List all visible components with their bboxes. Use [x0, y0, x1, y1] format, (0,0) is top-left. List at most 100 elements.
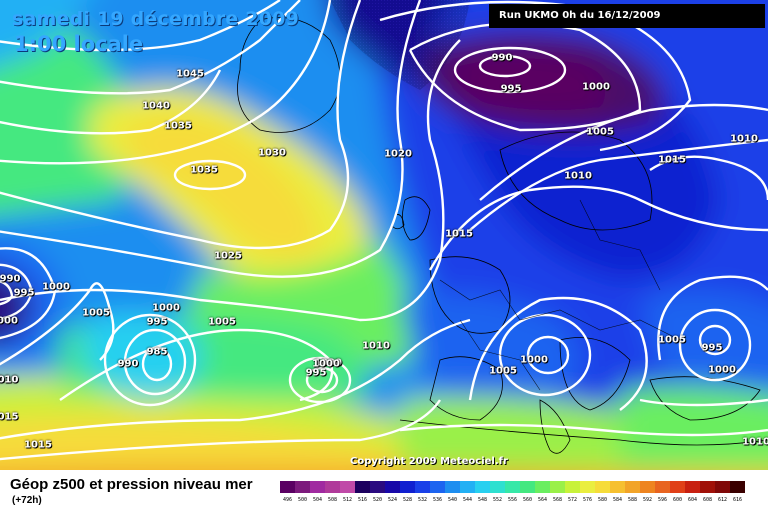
- isobar-label: 990: [0, 273, 21, 285]
- scale-label: 512: [342, 497, 353, 503]
- scale-label: 600: [672, 497, 683, 503]
- scale-label: 496: [282, 497, 293, 503]
- isobar-label: 1000: [152, 302, 180, 314]
- scale-label: 568: [552, 497, 563, 503]
- isobar-label: 1035: [164, 120, 192, 132]
- scale-swatch: [355, 481, 370, 493]
- scale-swatch: [340, 481, 355, 493]
- scale-label: 588: [627, 497, 638, 503]
- forecast-time: 1:00 locale: [14, 32, 144, 56]
- scale-label: 520: [372, 497, 383, 503]
- scale-label: 596: [657, 497, 668, 503]
- isobar-label: 1000: [582, 81, 610, 93]
- scale-swatch: [325, 481, 340, 493]
- scale-swatch: [400, 481, 415, 493]
- scale-label: 516: [357, 497, 368, 503]
- isobar-label: 985: [146, 346, 168, 358]
- isobar-label: 1020: [384, 148, 412, 160]
- isobar-label: 1010: [0, 374, 18, 386]
- country-borders: [439, 199, 681, 391]
- isobar-label: 1000: [520, 354, 548, 366]
- scale-swatch: [385, 481, 400, 493]
- scale-label: 548: [477, 497, 488, 503]
- map-canvas: [0, 0, 768, 470]
- scale-swatch: [280, 481, 295, 493]
- isobar-label: 1005: [489, 365, 517, 377]
- scale-swatch: [415, 481, 430, 493]
- isobar-label: 990: [117, 358, 139, 370]
- isobar-label: 1005: [208, 316, 236, 328]
- scale-swatch: [715, 481, 730, 493]
- scale-swatch: [535, 481, 550, 493]
- isobar-label: 1005: [586, 126, 614, 138]
- scale-label: 616: [732, 497, 743, 503]
- scale-label: 500: [297, 497, 308, 503]
- isobar-label: 995: [305, 367, 327, 379]
- isobar-label: 1040: [142, 100, 170, 112]
- isobar-label: 1035: [190, 164, 218, 176]
- scale-swatch: [505, 481, 520, 493]
- isobar-label: 1010: [362, 340, 390, 352]
- scale-label: 524: [387, 497, 398, 503]
- scale-swatch: [700, 481, 715, 493]
- scale-swatch: [595, 481, 610, 493]
- scale-swatch: [295, 481, 310, 493]
- scale-swatch: [475, 481, 490, 493]
- legend-subtitle: (+72h): [12, 495, 42, 506]
- scale-label: 580: [597, 497, 608, 503]
- isobar-label: 1000: [708, 364, 736, 376]
- isobar-label: 995: [701, 342, 723, 354]
- forecast-date: samedi 19 décembre 2009: [12, 8, 299, 30]
- stipple-region: [330, 0, 470, 90]
- scale-swatch: [520, 481, 535, 493]
- scale-label: 584: [612, 497, 623, 503]
- scale-swatch: [460, 481, 475, 493]
- scale-label: 604: [687, 497, 698, 503]
- isobar-label: 995: [500, 83, 522, 95]
- isobar-label: 990: [491, 52, 513, 64]
- scale-label: 532: [417, 497, 428, 503]
- isobar-label: 010: [0, 374, 19, 386]
- scale-label: 504: [312, 497, 323, 503]
- isobar-label: 1005: [82, 307, 110, 319]
- weather-map: samedi 19 décembre 2009 1:00 locale Run …: [0, 0, 768, 470]
- geopotential-field: [0, 0, 768, 470]
- scale-label: 576: [582, 497, 593, 503]
- scale-label: 612: [717, 497, 728, 503]
- scale-swatch: [640, 481, 655, 493]
- scale-swatch: [580, 481, 595, 493]
- isobar-label: 1000: [312, 358, 340, 370]
- copyright: Copyright 2009 Meteociel.fr: [350, 456, 508, 467]
- scale-label: 528: [402, 497, 413, 503]
- isobar-label: 1005: [658, 334, 686, 346]
- isobar-label: 1000: [42, 281, 70, 293]
- isobar-label: 1045: [176, 68, 204, 80]
- isobar-label: 1015: [445, 228, 473, 240]
- color-scale-labels: 496 500 504 508 512 516 520 524 528 532 536 540 544 5…: [280, 497, 745, 503]
- scale-swatch: [625, 481, 640, 493]
- scale-label: 564: [537, 497, 548, 503]
- scale-swatch: [685, 481, 700, 493]
- scale-swatch: [730, 481, 745, 493]
- scale-label: 560: [522, 497, 533, 503]
- scale-label: 540: [447, 497, 458, 503]
- isobar-label: 1025: [214, 250, 242, 262]
- scale-swatch: [655, 481, 670, 493]
- isobar-label: 1010: [730, 133, 758, 145]
- isobar-label: 1000: [0, 315, 18, 327]
- color-scale: [280, 481, 745, 493]
- scale-swatch: [445, 481, 460, 493]
- isobar-label: 1010: [564, 170, 592, 182]
- isobar-label: 1015: [658, 154, 686, 166]
- scale-label: 536: [432, 497, 443, 503]
- isobar-label: 015: [0, 411, 19, 423]
- scale-swatch: [565, 481, 580, 493]
- isobar-label: 1030: [258, 147, 286, 159]
- isobar-label: 995: [146, 316, 168, 328]
- scale-swatch: [430, 481, 445, 493]
- scale-label: 572: [567, 497, 578, 503]
- legend-footer: Géop z500 et pression niveau mer (+72h) …: [0, 470, 768, 512]
- scale-label: 508: [327, 497, 338, 503]
- scale-label: 552: [492, 497, 503, 503]
- scale-swatch: [670, 481, 685, 493]
